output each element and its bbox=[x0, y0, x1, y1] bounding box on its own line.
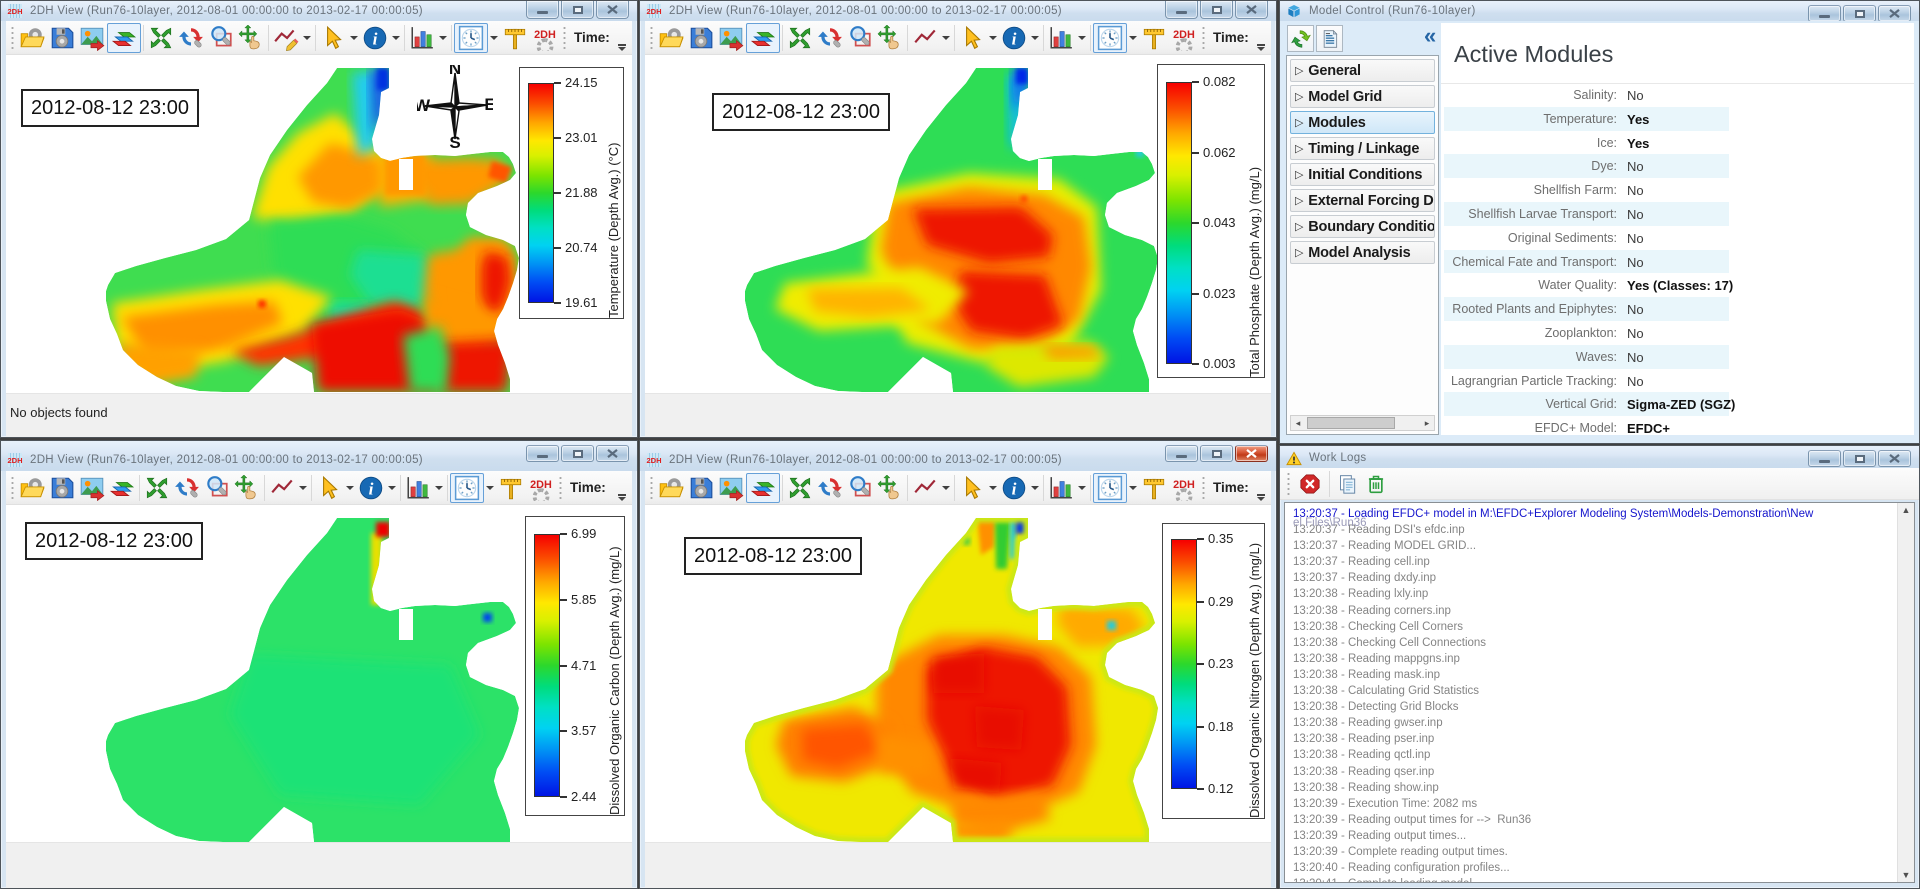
svg-text:N: N bbox=[449, 65, 461, 78]
svg-text:S: S bbox=[449, 133, 460, 149]
svg-text:E: E bbox=[484, 95, 493, 114]
svg-text:W: W bbox=[417, 96, 431, 115]
